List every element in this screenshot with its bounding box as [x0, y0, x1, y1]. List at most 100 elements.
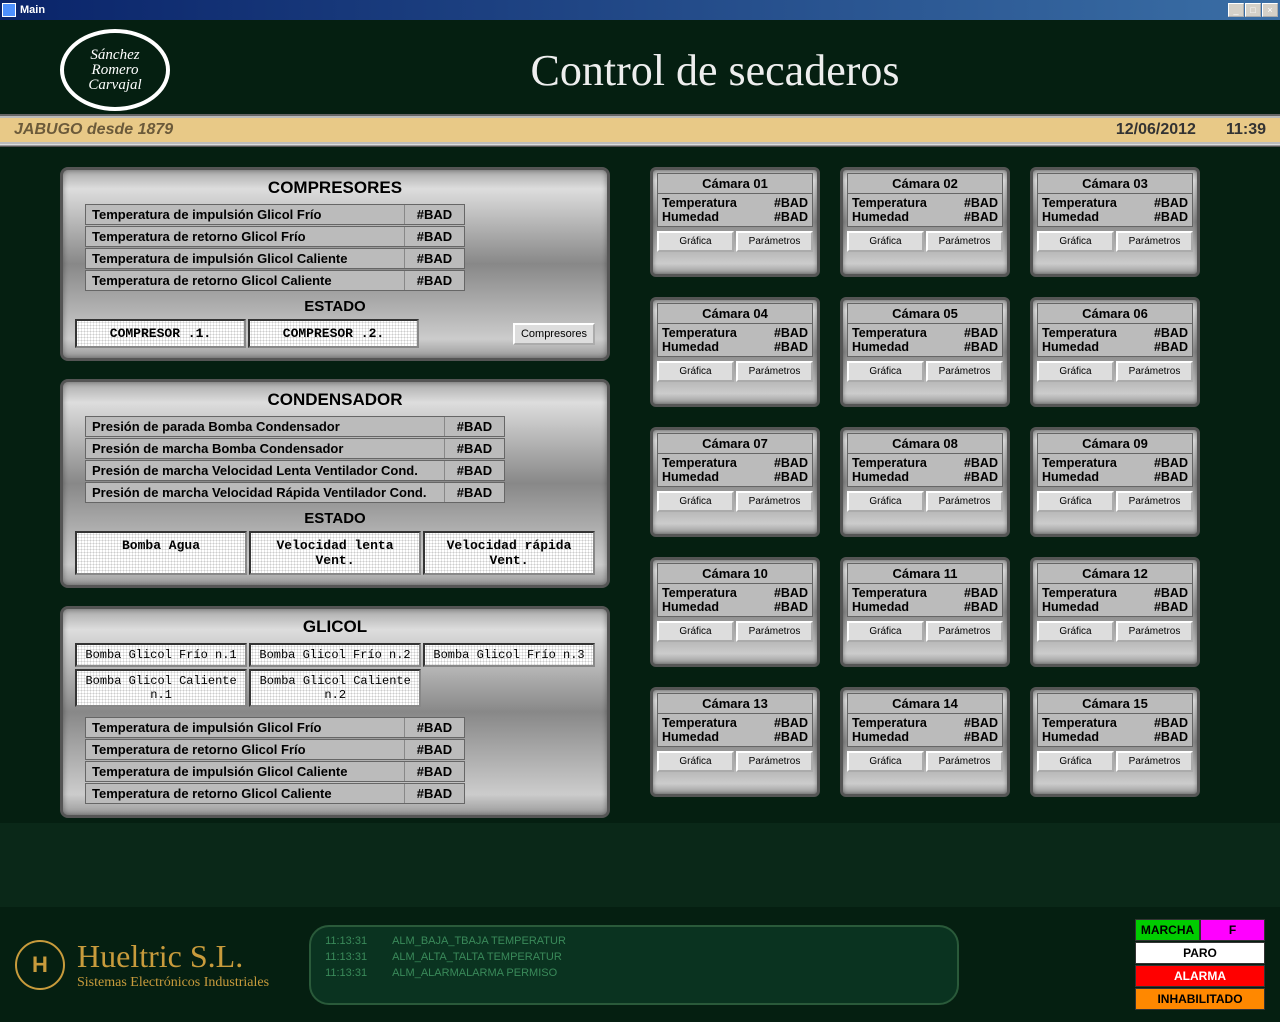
- glicol-row-1: Temperatura de retorno Glicol Frío#BAD: [85, 739, 465, 760]
- grafica-button[interactable]: Gráfica: [1037, 621, 1114, 642]
- legend-inhabilitado: INHABILITADO: [1135, 988, 1265, 1010]
- grafica-button[interactable]: Gráfica: [847, 231, 924, 252]
- bomba-agua-status: Bomba Agua: [75, 531, 247, 575]
- window-title: Main: [20, 4, 1228, 16]
- camara-data: Temperatura#BADHumedad#BAD: [657, 324, 813, 357]
- grafica-button[interactable]: Gráfica: [1037, 751, 1114, 772]
- camara-data: Temperatura#BADHumedad#BAD: [657, 714, 813, 747]
- comp-row-2: Temperatura de impulsión Glicol Caliente…: [85, 248, 465, 269]
- grafica-button[interactable]: Gráfica: [1037, 231, 1114, 252]
- company-name: Hueltric S.L.: [77, 938, 269, 975]
- camara-title: Cámara 01: [657, 173, 813, 194]
- glicol-pump-caliente-1: Bomba Glicol Caliente n.1: [75, 669, 247, 707]
- camara-data: Temperatura#BADHumedad#BAD: [657, 584, 813, 617]
- parametros-button[interactable]: Parámetros: [1116, 751, 1193, 772]
- parametros-button[interactable]: Parámetros: [1116, 621, 1193, 642]
- parametros-button[interactable]: Parámetros: [736, 231, 813, 252]
- compresores-title: COMPRESORES: [75, 176, 595, 204]
- parametros-button[interactable]: Parámetros: [926, 231, 1003, 252]
- glicol-pump-frio-1: Bomba Glicol Frío n.1: [75, 643, 247, 667]
- vel-lenta-status: Velocidad lenta Vent.: [249, 531, 421, 575]
- camara-title: Cámara 06: [1037, 303, 1193, 324]
- compresores-panel: COMPRESORES Temperatura de impulsión Gli…: [60, 167, 610, 361]
- glicol-row-2: Temperatura de impulsión Glicol Caliente…: [85, 761, 465, 782]
- camara-1: Cámara 01Temperatura#BADHumedad#BADGráfi…: [650, 167, 820, 277]
- grafica-button[interactable]: Gráfica: [847, 361, 924, 382]
- alarm-line: 11:13:31ALM_BAJA_TBAJA TEMPERATUR: [325, 933, 943, 949]
- grafica-button[interactable]: Gráfica: [1037, 361, 1114, 382]
- legend-alarma: ALARMA: [1135, 965, 1265, 987]
- glicol-title: GLICOL: [75, 615, 595, 643]
- camara-15: Cámara 15Temperatura#BADHumedad#BAD Gráfi…: [1030, 687, 1200, 797]
- grafica-button[interactable]: Gráfica: [1037, 491, 1114, 512]
- camara-6: Cámara 06Temperatura#BADHumedad#BADGráfi…: [1030, 297, 1200, 407]
- cond-estado-label: ESTADO: [75, 504, 595, 531]
- compresores-button[interactable]: Compresores: [513, 323, 595, 345]
- camara-12: Cámara 12Temperatura#BADHumedad#BADGráfi…: [1030, 557, 1200, 667]
- camara-title: Cámara 02: [847, 173, 1003, 194]
- grafica-button[interactable]: Gráfica: [657, 621, 734, 642]
- parametros-button[interactable]: Parámetros: [926, 491, 1003, 512]
- camara-title: Cámara 09: [1037, 433, 1193, 454]
- legend-f: F: [1200, 919, 1265, 941]
- parametros-button[interactable]: Parámetros: [926, 361, 1003, 382]
- grafica-button[interactable]: Gráfica: [847, 491, 924, 512]
- camara-3: Cámara 03Temperatura#BADHumedad#BAD Gráfi…: [1030, 167, 1200, 277]
- status-legend: MARCHAF PARO ALARMA INHABILITADO: [1135, 919, 1265, 1011]
- camara-11: Cámara 11Temperatura#BADHumedad#BAD Gráfi…: [840, 557, 1010, 667]
- glicol-row-3: Temperatura de retorno Glicol Caliente#B…: [85, 783, 465, 804]
- camara-title: Cámara 03: [1037, 173, 1193, 194]
- window-icon: [2, 3, 16, 17]
- comp-row-3: Temperatura de retorno Glicol Caliente#B…: [85, 270, 465, 291]
- camara-data: Temperatura#BADHumedad#BAD: [847, 584, 1003, 617]
- grafica-button[interactable]: Gráfica: [657, 491, 734, 512]
- camara-10: Cámara 10Temperatura#BADHumedad#BAD Gráfi…: [650, 557, 820, 667]
- comp-row-1: Temperatura de retorno Glicol Frío#BAD: [85, 226, 465, 247]
- cond-row-0: Presión de parada Bomba Condensador#BAD: [85, 416, 505, 437]
- comp-row-0: Temperatura de impulsión Glicol Frío#BAD: [85, 204, 465, 225]
- parametros-button[interactable]: Parámetros: [926, 751, 1003, 772]
- parametros-button[interactable]: Parámetros: [1116, 361, 1193, 382]
- parametros-button[interactable]: Parámetros: [1116, 491, 1193, 512]
- camara-7: Cámara 07Temperatura#BADHumedad#BADGráfi…: [650, 427, 820, 537]
- parametros-button[interactable]: Parámetros: [1116, 231, 1193, 252]
- alarm-line: 11:13:31ALM_ALTA_TALTA TEMPERATUR: [325, 949, 943, 965]
- page-title: Control de secaderos: [170, 45, 1260, 96]
- camara-4: Cámara 04Temperatura#BADHumedad#BAD Gráfi…: [650, 297, 820, 407]
- camara-8: Cámara 08Temperatura#BADHumedad#BADGráfi…: [840, 427, 1010, 537]
- camara-data: Temperatura#BADHumedad#BAD: [847, 454, 1003, 487]
- parametros-button[interactable]: Parámetros: [736, 491, 813, 512]
- camara-title: Cámara 04: [657, 303, 813, 324]
- camara-13: Cámara 13Temperatura#BADHumedad#BADGráfi…: [650, 687, 820, 797]
- compresor-1-status: COMPRESOR .1.: [75, 319, 246, 348]
- parametros-button[interactable]: Parámetros: [926, 621, 1003, 642]
- camara-data: Temperatura#BADHumedad#BAD: [1037, 194, 1193, 227]
- camara-data: Temperatura#BADHumedad#BAD: [1037, 714, 1193, 747]
- hueltric-icon: H: [15, 940, 65, 990]
- minimize-button[interactable]: _: [1228, 3, 1244, 17]
- grafica-button[interactable]: Gráfica: [847, 621, 924, 642]
- camara-data: Temperatura#BADHumedad#BAD: [847, 714, 1003, 747]
- logo-line2: Romero: [92, 63, 139, 78]
- parametros-button[interactable]: Parámetros: [736, 621, 813, 642]
- tagline: JABUGO desde 1879: [14, 121, 1116, 139]
- camara-title: Cámara 11: [847, 563, 1003, 584]
- logo-line3: Carvajal: [88, 78, 141, 93]
- grafica-button[interactable]: Gráfica: [657, 751, 734, 772]
- grafica-button[interactable]: Gráfica: [657, 231, 734, 252]
- camara-title: Cámara 07: [657, 433, 813, 454]
- parametros-button[interactable]: Parámetros: [736, 361, 813, 382]
- close-button[interactable]: ×: [1262, 3, 1278, 17]
- camara-title: Cámara 14: [847, 693, 1003, 714]
- camara-title: Cámara 10: [657, 563, 813, 584]
- grafica-button[interactable]: Gráfica: [657, 361, 734, 382]
- cond-row-1: Presión de marcha Bomba Condensador#BAD: [85, 438, 505, 459]
- parametros-button[interactable]: Parámetros: [736, 751, 813, 772]
- maximize-button[interactable]: □: [1245, 3, 1261, 17]
- brand-logo: Sánchez Romero Carvajal: [60, 29, 170, 111]
- camara-title: Cámara 15: [1037, 693, 1193, 714]
- glicol-pump-caliente-2: Bomba Glicol Caliente n.2: [249, 669, 421, 707]
- footer: H Hueltric S.L. Sistemas Electrónicos In…: [0, 907, 1280, 1022]
- comp-estado-label: ESTADO: [75, 292, 595, 319]
- grafica-button[interactable]: Gráfica: [847, 751, 924, 772]
